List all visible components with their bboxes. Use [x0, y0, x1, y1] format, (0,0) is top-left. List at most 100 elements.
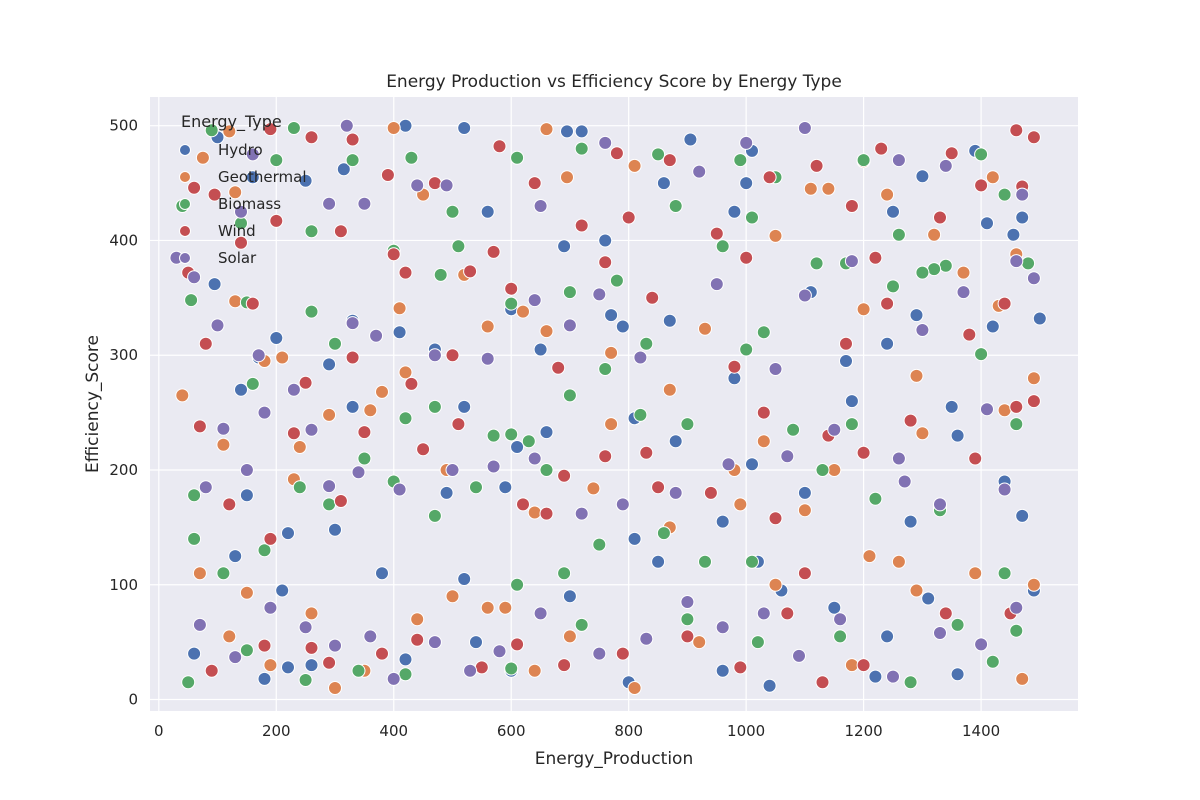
point-hydro — [539, 425, 554, 440]
point-wind — [680, 629, 695, 644]
point-solar — [797, 121, 812, 135]
point-geothermal — [997, 403, 1012, 418]
point-solar — [322, 196, 337, 211]
plot-background — [150, 97, 1078, 711]
point-biomass — [562, 285, 577, 300]
point-solar — [692, 164, 707, 179]
point-hydro — [739, 176, 754, 191]
point-hydro — [345, 399, 360, 414]
point-geothermal — [880, 187, 895, 202]
point-biomass — [985, 654, 1000, 669]
point-hydro — [827, 600, 842, 615]
point-hydro — [627, 531, 642, 546]
point-biomass — [1009, 623, 1024, 638]
point-solar — [680, 595, 695, 609]
point-solar — [592, 646, 607, 661]
point-geothermal — [480, 319, 495, 334]
point-hydro — [1006, 227, 1021, 242]
point-hydro — [921, 591, 936, 606]
point-hydro — [469, 635, 483, 650]
point-solar — [304, 422, 319, 437]
point-solar — [286, 382, 301, 397]
point-geothermal — [856, 302, 871, 317]
point-biomass — [304, 304, 319, 319]
point-geothermal — [539, 324, 554, 339]
point-wind — [204, 663, 219, 678]
point-wind — [404, 376, 419, 391]
point-solar — [844, 254, 859, 269]
point-geothermal — [498, 600, 513, 615]
x-tick-label: 800 — [614, 722, 643, 740]
point-hydro — [439, 485, 454, 500]
point-geothermal — [909, 583, 924, 598]
point-biomass — [539, 463, 554, 477]
point-biomass — [927, 262, 942, 277]
data-points — [169, 118, 1047, 695]
point-wind — [1009, 399, 1024, 414]
point-wind — [504, 281, 519, 296]
y-tick-label: 0 — [128, 691, 138, 709]
point-solar — [739, 135, 754, 150]
point-biomass — [187, 488, 202, 503]
point-biomass — [510, 577, 525, 592]
point-hydro — [615, 319, 630, 334]
point-wind — [416, 442, 431, 457]
point-hydro — [562, 589, 577, 604]
point-solar — [386, 671, 401, 686]
point-biomass — [639, 336, 654, 351]
point-biomass — [844, 417, 859, 432]
point-solar — [351, 465, 366, 480]
point-hydro — [269, 331, 284, 345]
point-biomass — [756, 325, 771, 340]
point-biomass — [184, 293, 199, 308]
point-biomass — [216, 566, 231, 581]
point-hydro — [298, 173, 313, 188]
y-tick-label: 400 — [109, 231, 138, 249]
point-wind — [780, 606, 795, 621]
point-geothermal — [915, 426, 930, 441]
point-biomass — [357, 451, 372, 466]
point-biomass — [950, 617, 965, 632]
legend-marker-hydro — [179, 144, 191, 156]
x-tick-label: 400 — [379, 722, 408, 740]
point-hydro — [328, 522, 342, 537]
point-hydro — [915, 169, 930, 184]
legend-marker-biomass — [179, 198, 191, 210]
point-hydro — [375, 566, 389, 581]
point-geothermal — [363, 403, 378, 418]
point-solar — [933, 626, 947, 640]
point-biomass — [815, 463, 830, 477]
point-biomass — [562, 388, 577, 403]
point-geothermal — [604, 345, 619, 360]
point-hydro — [903, 514, 918, 529]
point-hydro — [281, 660, 295, 675]
point-biomass — [745, 210, 759, 225]
point-hydro — [762, 678, 777, 693]
point-geothermal — [985, 170, 1000, 185]
point-hydro — [745, 457, 759, 472]
point-solar — [298, 620, 313, 635]
point-wind — [245, 296, 260, 311]
point-biomass — [292, 480, 307, 495]
point-hydro — [839, 354, 853, 368]
point-geothermal — [304, 606, 319, 621]
point-solar — [533, 606, 548, 621]
point-wind — [662, 153, 677, 168]
y-tick-label: 200 — [109, 461, 138, 479]
point-biomass — [269, 153, 284, 168]
point-hydro — [980, 216, 994, 231]
point-wind — [874, 141, 889, 156]
point-wind — [333, 224, 348, 239]
legend: Energy_Type Hydro Geothermal Biomass Wind So… — [179, 112, 307, 267]
point-biomass — [715, 239, 730, 254]
point-wind — [856, 658, 871, 673]
point-geothermal — [803, 181, 818, 196]
point-wind — [733, 660, 748, 675]
point-geothermal — [445, 589, 460, 604]
point-wind — [844, 199, 859, 213]
point-solar — [339, 118, 354, 133]
point-solar — [439, 178, 454, 193]
point-wind — [609, 146, 624, 161]
point-geothermal — [410, 612, 425, 627]
point-solar — [480, 351, 495, 366]
